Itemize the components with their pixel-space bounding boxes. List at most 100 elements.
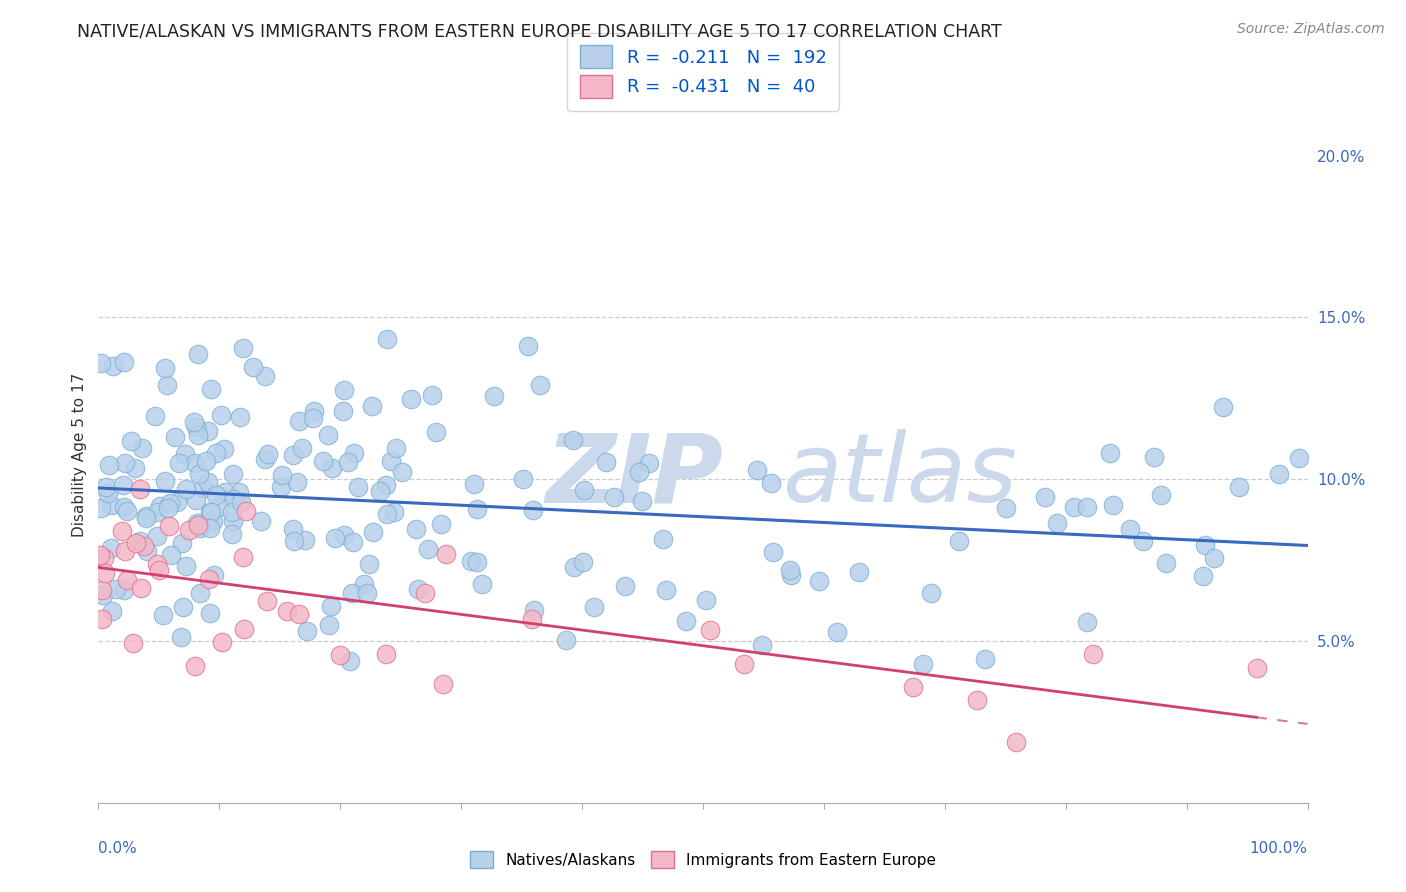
Point [187,347,209,361]
Point [332,403,354,417]
Point [208,500,231,514]
Point [179,523,201,537]
Point [101,359,124,373]
Point [911,657,934,672]
Point [232,550,254,565]
Point [920,586,942,600]
Point [288,414,311,428]
Point [779,563,801,577]
Point [209,408,232,422]
Point [283,522,305,536]
Point [135,508,157,523]
Point [287,607,309,621]
Point [159,496,181,510]
Point [204,488,226,502]
Point [1076,500,1098,514]
Legend: Natives/Alaskans, Immigrants from Eastern Europe: Natives/Alaskans, Immigrants from Easter… [463,844,943,875]
Point [562,560,585,574]
Point [94,480,117,494]
Point [160,549,183,563]
Point [90,500,112,515]
Point [339,654,361,668]
Point [222,491,245,506]
Text: atlas: atlas [782,429,1017,523]
Point [114,456,136,470]
Point [183,415,205,429]
Text: NATIVE/ALASKAN VS IMMIGRANTS FROM EASTERN EUROPE DISABILITY AGE 5 TO 17 CORRELAT: NATIVE/ALASKAN VS IMMIGRANTS FROM EASTER… [77,22,1002,40]
Point [346,480,368,494]
Point [1288,450,1310,465]
Point [200,382,222,396]
Point [201,514,224,528]
Point [270,468,292,483]
Point [90,582,112,597]
Point [375,507,398,521]
Point [465,502,488,516]
Point [172,536,194,550]
Point [353,577,375,591]
Point [1150,488,1173,502]
Text: 100.0%: 100.0% [1250,841,1308,856]
Point [555,633,578,648]
Point [374,477,396,491]
Point [112,355,135,369]
Point [146,529,169,543]
Point [323,531,346,545]
Point [211,634,233,648]
Point [747,463,769,477]
Point [582,600,605,615]
Point [229,495,252,509]
Point [1005,735,1028,749]
Point [385,441,408,455]
Point [146,505,169,519]
Point [522,503,544,517]
Point [235,504,257,518]
Point [318,618,340,632]
Point [184,492,207,507]
Point [1194,538,1216,552]
Point [405,522,427,536]
Point [332,528,354,542]
Point [200,505,222,519]
Point [163,430,186,444]
Point [232,622,254,636]
Point [229,410,252,425]
Point [1212,401,1234,415]
Point [294,533,316,548]
Point [198,606,221,620]
Point [1132,534,1154,549]
Point [129,533,152,548]
Point [124,461,146,475]
Point [360,400,382,414]
Point [1046,516,1069,530]
Point [695,593,717,607]
Point [104,582,127,596]
Point [368,483,391,498]
Point [471,577,494,591]
Point [221,467,243,482]
Point [295,624,318,639]
Point [143,409,166,423]
Point [638,456,661,470]
Point [655,582,678,597]
Point [202,568,225,582]
Point [174,482,197,496]
Point [270,480,292,494]
Point [994,500,1017,515]
Point [1033,491,1056,505]
Point [432,676,454,690]
Point [562,433,585,447]
Point [1099,446,1122,460]
Point [825,625,848,640]
Point [1229,480,1251,494]
Point [200,521,222,535]
Point [520,612,543,626]
Point [253,369,276,384]
Point [603,491,626,505]
Point [114,544,136,558]
Point [699,623,721,637]
Point [195,454,218,468]
Point [651,532,673,546]
Point [115,573,138,587]
Point [319,599,342,614]
